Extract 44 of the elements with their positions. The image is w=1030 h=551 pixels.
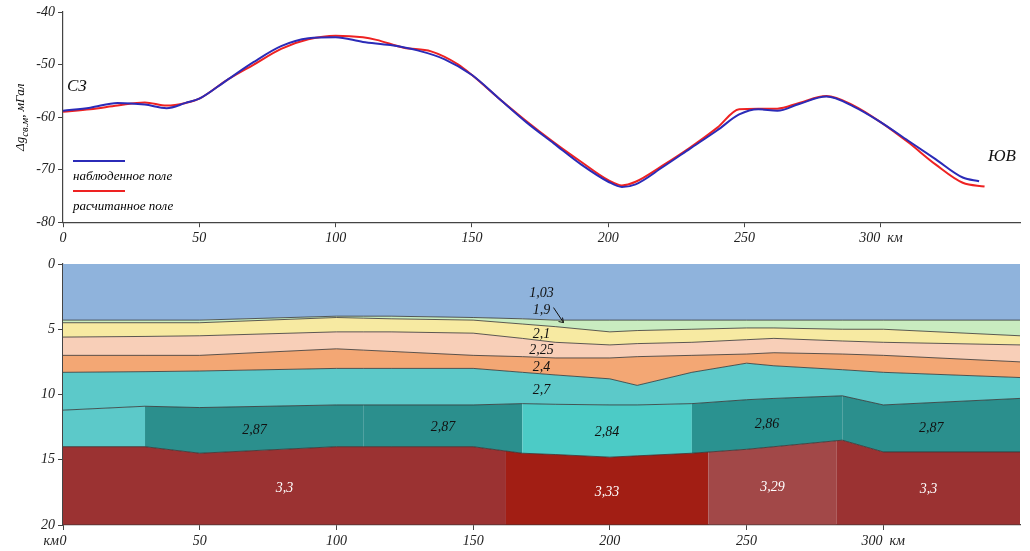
y-tick-label: 20: [41, 516, 55, 532]
series-label: 2,4: [532, 358, 551, 374]
x-tick-label: 250: [736, 533, 758, 549]
x-tick-label: 200: [599, 533, 621, 549]
annotation: ЮВ: [987, 146, 1017, 166]
y-tick-label: 0: [48, 255, 55, 271]
x-tick-label: 300 км: [858, 230, 903, 246]
series-label: 1,03: [529, 284, 554, 300]
y-tick-label: 5: [48, 320, 55, 336]
legend-label: наблюденное поле: [73, 168, 174, 185]
x-tick-label: 50: [192, 230, 207, 246]
x-tick-label: 100: [325, 230, 347, 246]
series-label: 2,86: [754, 416, 780, 432]
y-tick-label: -80: [36, 213, 55, 229]
series-label: 3,33: [593, 484, 620, 499]
series-label: 2,87: [430, 418, 457, 434]
x-tick-label: 150: [462, 533, 484, 549]
series-label: 2,87: [242, 421, 268, 437]
legend-label: расчитанное поле: [73, 198, 174, 215]
y-tick-label: -60: [36, 108, 55, 124]
x-tick-label: 200: [597, 230, 619, 246]
series-label: 3,29: [759, 478, 785, 494]
series-label: 1,9: [532, 301, 551, 317]
x-tick-label: 150: [461, 230, 483, 246]
series-label: 2,1: [532, 326, 551, 342]
series-label: 2,84: [594, 423, 620, 439]
y-tick-label: 15: [41, 451, 55, 467]
x-tick-label: 0: [59, 533, 67, 549]
series-label: 3,3: [274, 480, 294, 496]
y-tick-label: 10: [41, 386, 55, 402]
x-tick-label: 50: [192, 533, 207, 549]
annotation: СЗ: [67, 75, 88, 95]
series-label: 3,3: [918, 481, 938, 497]
x-tick-label: 300 км: [860, 533, 906, 549]
x-tick-label: 100: [325, 533, 347, 549]
series-label: 2,7: [532, 381, 552, 397]
y-tick-label: -50: [36, 56, 55, 72]
series-label: 2,87: [918, 420, 945, 436]
y-tick-label: -70: [36, 161, 55, 177]
series-label: 2,25: [529, 342, 554, 358]
x-tick-label: 250: [734, 230, 756, 246]
x-axis-title: км: [43, 533, 60, 548]
x-tick-label: 0: [59, 230, 67, 246]
y-tick-label: -40: [36, 3, 55, 19]
